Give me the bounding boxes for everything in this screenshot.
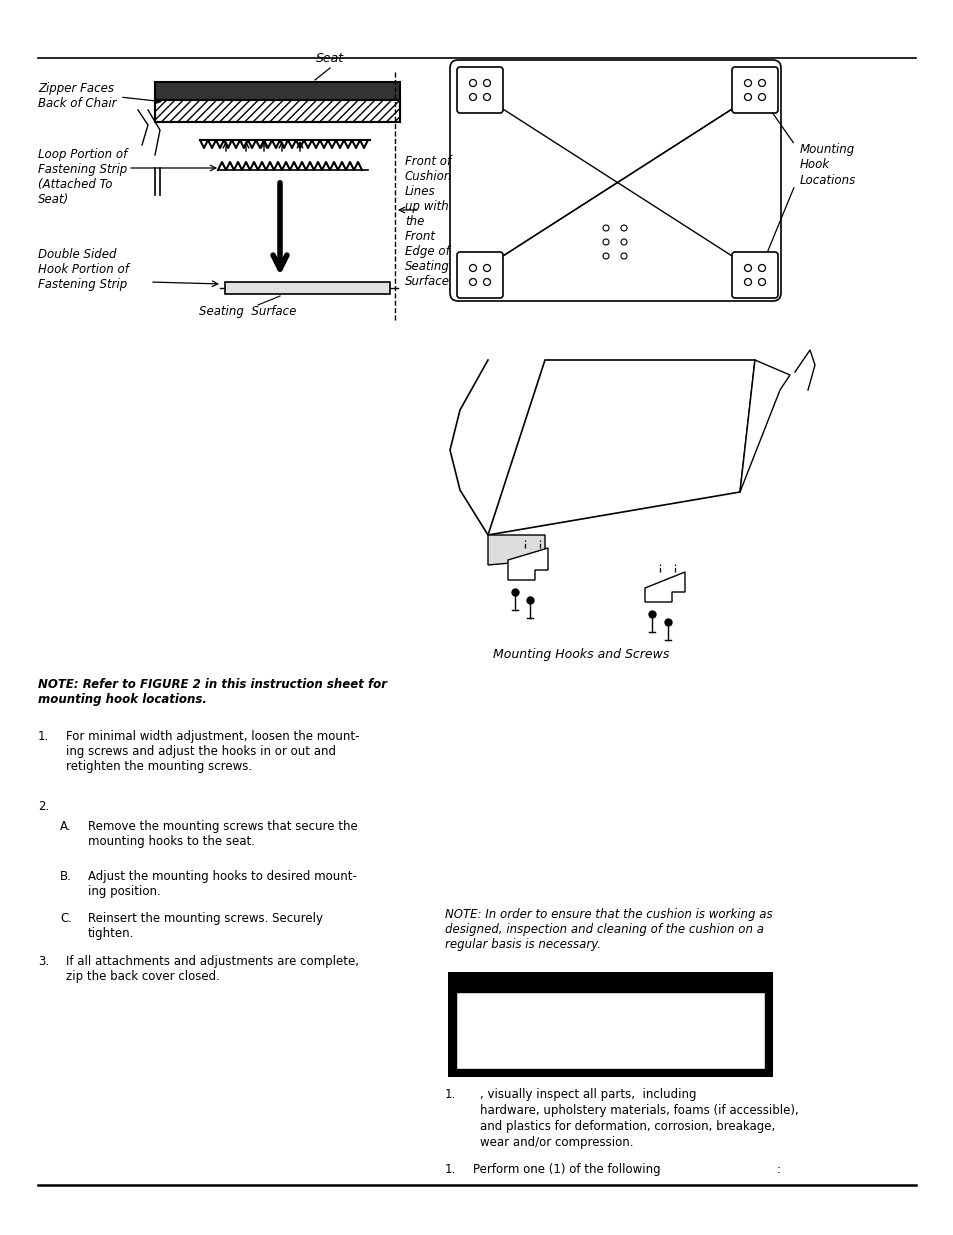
Text: 2.: 2. — [38, 800, 50, 813]
Bar — [456, 992, 764, 1070]
Text: 1.: 1. — [444, 1163, 456, 1176]
Text: 1.: 1. — [38, 730, 50, 743]
Polygon shape — [488, 535, 544, 564]
Text: For minimal width adjustment, loosen the mount-
ing screws and adjust the hooks : For minimal width adjustment, loosen the… — [66, 730, 359, 773]
Text: 1.: 1. — [444, 1088, 456, 1100]
Text: Mounting Hooks and Screws: Mounting Hooks and Screws — [493, 648, 669, 661]
Text: Reinsert the mounting screws. Securely
tighten.: Reinsert the mounting screws. Securely t… — [88, 911, 323, 940]
FancyBboxPatch shape — [456, 252, 502, 298]
Text: Front of
Cushion
Lines
up with
the
Front
Edge of
Seating
Surface: Front of Cushion Lines up with the Front… — [405, 156, 452, 288]
Text: C.: C. — [60, 911, 71, 925]
Text: B.: B. — [60, 869, 71, 883]
Text: wear and/or compression.: wear and/or compression. — [479, 1136, 633, 1149]
Text: Remove the mounting screws that secure the
mounting hooks to the seat.: Remove the mounting screws that secure t… — [88, 820, 357, 848]
Text: Adjust the mounting hooks to desired mount-
ing position.: Adjust the mounting hooks to desired mou… — [88, 869, 356, 898]
Bar — [154, 100, 399, 122]
Polygon shape — [740, 359, 789, 492]
Text: NOTE: Refer to FIGURE 2 in this instruction sheet for
mounting hook locations.: NOTE: Refer to FIGURE 2 in this instruct… — [38, 678, 387, 706]
Bar — [154, 82, 399, 122]
Text: 3.: 3. — [38, 955, 49, 968]
FancyBboxPatch shape — [731, 252, 778, 298]
Text: , visually inspect all parts,  including: , visually inspect all parts, including — [479, 1088, 696, 1100]
Text: Seat: Seat — [315, 52, 344, 65]
Text: Mounting
Hook
Locations: Mounting Hook Locations — [800, 143, 856, 186]
Text: Perform one (1) of the following                               :: Perform one (1) of the following : — [473, 1163, 781, 1176]
Bar — [448, 972, 772, 1077]
Text: If all attachments and adjustments are complete,
zip the back cover closed.: If all attachments and adjustments are c… — [66, 955, 358, 983]
Bar — [225, 282, 390, 294]
Polygon shape — [507, 548, 547, 580]
FancyBboxPatch shape — [450, 61, 781, 301]
Text: NOTE: In order to ensure that the cushion is working as
designed, inspection and: NOTE: In order to ensure that the cushio… — [444, 908, 772, 951]
Text: Zipper Faces
Back of Chair: Zipper Faces Back of Chair — [38, 82, 116, 110]
FancyBboxPatch shape — [456, 67, 502, 112]
Bar — [154, 82, 399, 100]
Text: and plastics for deformation, corrosion, breakage,: and plastics for deformation, corrosion,… — [479, 1120, 775, 1132]
Polygon shape — [488, 359, 754, 535]
Text: Seating  Surface: Seating Surface — [199, 305, 296, 317]
Text: hardware, upholstery materials, foams (if accessible),: hardware, upholstery materials, foams (i… — [479, 1104, 798, 1116]
FancyBboxPatch shape — [731, 67, 778, 112]
Polygon shape — [644, 572, 684, 601]
Text: Double Sided
Hook Portion of
Fastening Strip: Double Sided Hook Portion of Fastening S… — [38, 248, 129, 291]
Text: Loop Portion of
Fastening Strip
(Attached To
Seat): Loop Portion of Fastening Strip (Attache… — [38, 148, 127, 206]
Text: A.: A. — [60, 820, 71, 832]
